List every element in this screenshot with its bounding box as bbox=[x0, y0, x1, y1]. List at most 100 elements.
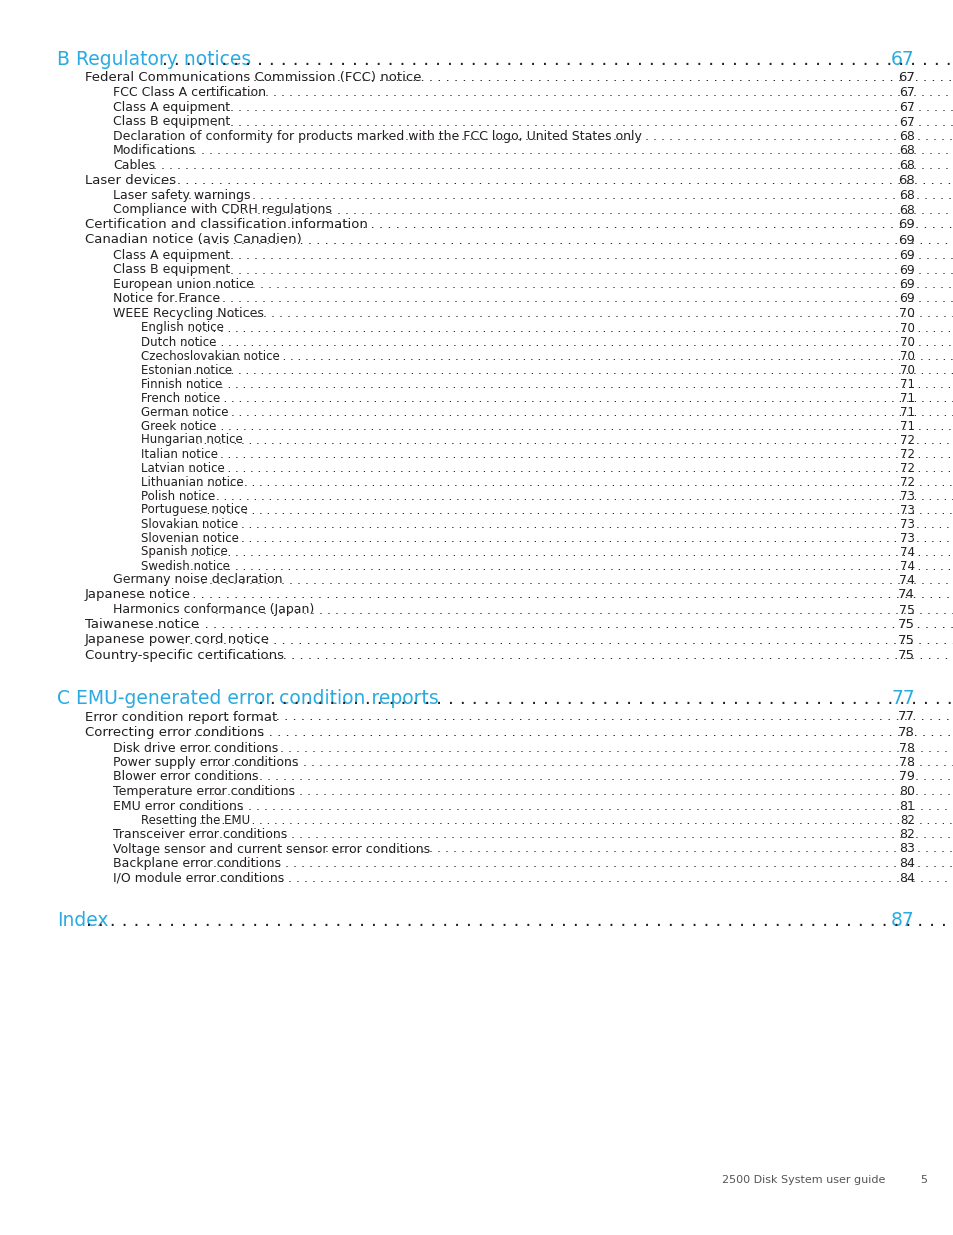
Text: C EMU-generated error condition reports: C EMU-generated error condition reports bbox=[57, 689, 438, 709]
Text: . . . . . . . . . . . . . . . . . . . . . . . . . . . . . . . . . . . . . . . . : . . . . . . . . . . . . . . . . . . . . … bbox=[253, 70, 953, 84]
Text: . . . . . . . . . . . . . . . . . . . . . . . . . . . . . . . . . . . . . . . . : . . . . . . . . . . . . . . . . . . . . … bbox=[195, 517, 953, 531]
Text: 74: 74 bbox=[899, 546, 914, 558]
Text: . . . . . . . . . . . . . . . . . . . . . . . . . . . . . . . . . . . . . . . . : . . . . . . . . . . . . . . . . . . . . … bbox=[190, 447, 953, 461]
Text: Correcting error conditions: Correcting error conditions bbox=[85, 726, 264, 739]
Text: . . . . . . . . . . . . . . . . . . . . . . . . . . . . . . . . . . . . . . . . : . . . . . . . . . . . . . . . . . . . . … bbox=[190, 462, 953, 474]
Text: Class A equipment: Class A equipment bbox=[112, 249, 230, 262]
Text: 72: 72 bbox=[899, 433, 914, 447]
Text: . . . . . . . . . . . . . . . . . . . . . . . . . . . . . . . . . . . . . . . . : . . . . . . . . . . . . . . . . . . . . … bbox=[185, 726, 953, 739]
Text: Power supply error conditions: Power supply error conditions bbox=[112, 756, 298, 769]
Text: 73: 73 bbox=[900, 489, 914, 503]
Text: . . . . . . . . . . . . . . . . . . . . . . . . . . . . . . . . . . . . . . . . : . . . . . . . . . . . . . . . . . . . . … bbox=[212, 785, 953, 798]
Text: 71: 71 bbox=[899, 391, 914, 405]
Text: 75: 75 bbox=[897, 618, 914, 631]
Text: . . . . . . . . . . . . . . . . . . . . . . . . . . . . . . . . . . . . . . . . : . . . . . . . . . . . . . . . . . . . . … bbox=[285, 842, 953, 856]
Text: 69: 69 bbox=[899, 249, 914, 262]
Text: 70: 70 bbox=[900, 321, 914, 335]
Text: Notice for France: Notice for France bbox=[112, 293, 220, 305]
Text: . . . . . . . . . . . . . . . . . . . . . . . . . . . . . . . . . . . . . . . . : . . . . . . . . . . . . . . . . . . . . … bbox=[258, 689, 953, 709]
Text: . . . . . . . . . . . . . . . . . . . . . . . . . . . . . . . . . . . . . . . . : . . . . . . . . . . . . . . . . . . . . … bbox=[146, 618, 953, 631]
Text: 69: 69 bbox=[899, 278, 914, 291]
Text: Class B equipment: Class B equipment bbox=[112, 116, 230, 128]
Text: . . . . . . . . . . . . . . . . . . . . . . . . . . . . . . . . . . . . . . . . : . . . . . . . . . . . . . . . . . . . . … bbox=[208, 872, 953, 884]
Text: I/O module error conditions: I/O module error conditions bbox=[112, 872, 284, 884]
Text: . . . . . . . . . . . . . . . . . . . . . . . . . . . . . . . . . . . . . . . . : . . . . . . . . . . . . . . . . . . . . … bbox=[214, 756, 953, 769]
Text: . . . . . . . . . . . . . . . . . . . . . . . . . . . . . . . . . . . . . . . . : . . . . . . . . . . . . . . . . . . . . … bbox=[174, 263, 953, 277]
Text: Portuguese notice: Portuguese notice bbox=[141, 504, 248, 516]
Text: . . . . . . . . . . . . . . . . . . . . . . . . . . . . . . . . . . . . . . . . : . . . . . . . . . . . . . . . . . . . . … bbox=[174, 116, 953, 128]
Text: Finnish notice: Finnish notice bbox=[141, 378, 222, 390]
Text: Japanese notice: Japanese notice bbox=[85, 588, 191, 601]
Text: . . . . . . . . . . . . . . . . . . . . . . . . . . . . . . . . . . . . . . . . : . . . . . . . . . . . . . . . . . . . . … bbox=[199, 814, 953, 827]
Text: 83: 83 bbox=[898, 842, 914, 856]
Text: 81: 81 bbox=[898, 799, 914, 813]
Text: Japanese power cord notice: Japanese power cord notice bbox=[85, 634, 270, 646]
Text: Germany noise declaration: Germany noise declaration bbox=[112, 573, 282, 587]
Text: . . . . . . . . . . . . . . . . . . . . . . . . . . . . . . . . . . . . . . . . : . . . . . . . . . . . . . . . . . . . . … bbox=[214, 350, 953, 363]
Text: Taiwanese notice: Taiwanese notice bbox=[85, 618, 199, 631]
Text: 84: 84 bbox=[898, 857, 914, 869]
Text: . . . . . . . . . . . . . . . . . . . . . . . . . . . . . . . . . . . . . . . . : . . . . . . . . . . . . . . . . . . . . … bbox=[190, 321, 953, 335]
Text: Resetting the EMU: Resetting the EMU bbox=[141, 814, 250, 827]
Text: Canadian notice (avis Canadien): Canadian notice (avis Canadien) bbox=[85, 233, 301, 247]
Text: . . . . . . . . . . . . . . . . . . . . . . . . . . . . . . . . . . . . . . . . : . . . . . . . . . . . . . . . . . . . . … bbox=[208, 741, 953, 755]
Text: Voltage sensor and current sensor error conditions: Voltage sensor and current sensor error … bbox=[112, 842, 430, 856]
Text: 70: 70 bbox=[898, 308, 914, 320]
Text: . . . . . . . . . . . . . . . . . . . . . . . . . . . . . . . . . . . . . . . . : . . . . . . . . . . . . . . . . . . . . … bbox=[181, 634, 953, 646]
Text: 69: 69 bbox=[898, 233, 914, 247]
Text: . . . . . . . . . . . . . . . . . . . . . . . . . . . . . . . . . . . . . . . . : . . . . . . . . . . . . . . . . . . . . … bbox=[190, 378, 953, 390]
Text: 74: 74 bbox=[899, 559, 914, 573]
Text: Hungarian notice: Hungarian notice bbox=[141, 433, 242, 447]
Text: . . . . . . . . . . . . . . . . . . . . . . . . . . . . . . . . . . . . . . . . : . . . . . . . . . . . . . . . . . . . . … bbox=[212, 827, 953, 841]
Text: Lithuanian notice: Lithuanian notice bbox=[141, 475, 243, 489]
Text: Class A equipment: Class A equipment bbox=[112, 101, 230, 114]
Text: . . . . . . . . . . . . . . . . . . . . . . . . . . . . . . . . . . . . . . . . : . . . . . . . . . . . . . . . . . . . . … bbox=[184, 799, 953, 813]
Text: Temperature error conditions: Temperature error conditions bbox=[112, 785, 294, 798]
Text: . . . . . . . . . . . . . . . . . . . . . . . . . . . . . . . . . . . . . . . . : . . . . . . . . . . . . . . . . . . . . … bbox=[142, 588, 953, 601]
Text: . . . . . . . . . . . . . . . . . . . . . . . . . . . . . . . . . . . . . . . . : . . . . . . . . . . . . . . . . . . . . … bbox=[190, 546, 953, 558]
Text: 72: 72 bbox=[899, 462, 914, 474]
Text: . . . . . . . . . . . . . . . . . . . . . . . . . . . . . . . . . . . . . . . . : . . . . . . . . . . . . . . . . . . . . … bbox=[190, 559, 953, 573]
Text: 73: 73 bbox=[900, 517, 914, 531]
Text: . . . . . . . . . . . . . . . . . . . . . . . . . . . . . . . . . . . . . . . . : . . . . . . . . . . . . . . . . . . . . … bbox=[188, 189, 953, 203]
Text: English notice: English notice bbox=[141, 321, 224, 335]
Text: 68: 68 bbox=[898, 204, 914, 216]
Text: 71: 71 bbox=[899, 420, 914, 432]
Text: . . . . . . . . . . . . . . . . . . . . . . . . . . . . . . . . . . . . . . . . : . . . . . . . . . . . . . . . . . . . . … bbox=[195, 531, 953, 545]
Text: . . . . . . . . . . . . . . . . . . . . . . . . . . . . . . . . . . . . . . . . : . . . . . . . . . . . . . . . . . . . . … bbox=[186, 405, 953, 419]
Text: Harmonics conformance (Japan): Harmonics conformance (Japan) bbox=[112, 604, 314, 616]
Text: . . . . . . . . . . . . . . . . . . . . . . . . . . . . . . . . . . . . . . . . : . . . . . . . . . . . . . . . . . . . . … bbox=[199, 650, 953, 662]
Text: Italian notice: Italian notice bbox=[141, 447, 218, 461]
Text: . . . . . . . . . . . . . . . . . . . . . . . . . . . . . . . . . . . . . . . . : . . . . . . . . . . . . . . . . . . . . … bbox=[194, 771, 953, 783]
Text: . . . . . . . . . . . . . . . . . . . . . . . . . . . . . . . . . . . . . . . . : . . . . . . . . . . . . . . . . . . . . … bbox=[162, 49, 953, 69]
Text: German notice: German notice bbox=[141, 405, 229, 419]
Text: . . . . . . . . . . . . . . . . . . . . . . . . . . . . . . . . . . . . . . . . : . . . . . . . . . . . . . . . . . . . . … bbox=[86, 911, 953, 930]
Text: . . . . . . . . . . . . . . . . . . . . . . . . . . . . . . . . . . . . . . . . : . . . . . . . . . . . . . . . . . . . . … bbox=[245, 219, 953, 231]
Text: 70: 70 bbox=[900, 350, 914, 363]
Text: Blower error conditions: Blower error conditions bbox=[112, 771, 258, 783]
Text: 2500 Disk System user guide: 2500 Disk System user guide bbox=[720, 1174, 884, 1186]
Text: . . . . . . . . . . . . . . . . . . . . . . . . . . . . . . . . . . . . . . . . : . . . . . . . . . . . . . . . . . . . . … bbox=[199, 233, 953, 247]
Text: 68: 68 bbox=[898, 130, 914, 143]
Text: . . . . . . . . . . . . . . . . . . . . . . . . . . . . . . . . . . . . . . . . : . . . . . . . . . . . . . . . . . . . . … bbox=[186, 489, 953, 503]
Text: . . . . . . . . . . . . . . . . . . . . . . . . . . . . . . . . . . . . . . . . : . . . . . . . . . . . . . . . . . . . . … bbox=[195, 433, 953, 447]
Text: Swedish notice: Swedish notice bbox=[141, 559, 230, 573]
Text: 69: 69 bbox=[898, 219, 914, 231]
Text: . . . . . . . . . . . . . . . . . . . . . . . . . . . . . . . . . . . . . . . . : . . . . . . . . . . . . . . . . . . . . … bbox=[191, 308, 953, 320]
Text: 71: 71 bbox=[899, 378, 914, 390]
Text: 72: 72 bbox=[899, 475, 914, 489]
Text: . . . . . . . . . . . . . . . . . . . . . . . . . . . . . . . . . . . . . . . . : . . . . . . . . . . . . . . . . . . . . … bbox=[214, 604, 953, 616]
Text: . . . . . . . . . . . . . . . . . . . . . . . . . . . . . . . . . . . . . . . . : . . . . . . . . . . . . . . . . . . . . … bbox=[188, 278, 953, 291]
Text: Slovenian notice: Slovenian notice bbox=[141, 531, 238, 545]
Text: . . . . . . . . . . . . . . . . . . . . . . . . . . . . . . . . . . . . . . . . : . . . . . . . . . . . . . . . . . . . . … bbox=[204, 857, 953, 869]
Text: 75: 75 bbox=[898, 604, 914, 616]
Text: . . . . . . . . . . . . . . . . . . . . . . . . . . . . . . . . . . . . . . . . : . . . . . . . . . . . . . . . . . . . . … bbox=[199, 504, 953, 516]
Text: Compliance with CDRH regulations: Compliance with CDRH regulations bbox=[112, 204, 332, 216]
Text: . . . . . . . . . . . . . . . . . . . . . . . . . . . . . . . . . . . . . . . . : . . . . . . . . . . . . . . . . . . . . … bbox=[186, 391, 953, 405]
Text: 71: 71 bbox=[899, 405, 914, 419]
Text: Declaration of conformity for products marked with the FCC logo, United States o: Declaration of conformity for products m… bbox=[112, 130, 641, 143]
Text: . . . . . . . . . . . . . . . . . . . . . . . . . . . . . . . . . . . . . . . . : . . . . . . . . . . . . . . . . . . . . … bbox=[225, 204, 953, 216]
Text: Country-specific certifications: Country-specific certifications bbox=[85, 650, 284, 662]
Text: Slovakian notice: Slovakian notice bbox=[141, 517, 238, 531]
Text: 70: 70 bbox=[900, 363, 914, 377]
